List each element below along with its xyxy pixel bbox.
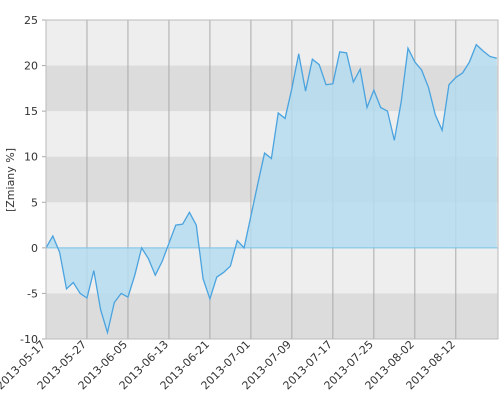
area [46, 44, 497, 333]
y-tick-label: -10 [20, 333, 38, 346]
band [46, 293, 498, 339]
y-tick-label: 25 [24, 14, 38, 27]
y-tick-label: 20 [24, 60, 38, 73]
y-tick-label: 0 [31, 242, 38, 255]
line [45, 43, 497, 336]
y-tick-label: -5 [27, 287, 38, 300]
y-tick-label: 5 [31, 196, 38, 209]
plot-border [45, 19, 499, 340]
y-tick-label: 15 [24, 105, 38, 118]
y-axis-label: [Zmiany %] [4, 148, 17, 212]
y-tick-label: 10 [24, 151, 38, 164]
